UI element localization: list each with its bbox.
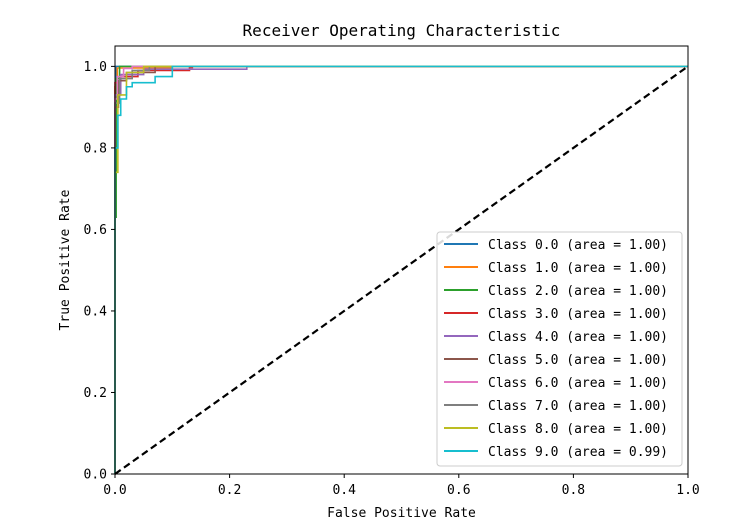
legend-label: Class 0.0 (area = 1.00) [488,238,668,253]
y-tick-label: 0.4 [84,304,108,319]
chance-diagonal-line [114,65,689,475]
y-axis-label: True Positive Rate [58,189,73,330]
x-tick-label: 0.2 [218,483,241,498]
legend-label: Class 4.0 (area = 1.00) [488,330,668,345]
y-ticks: 0.0 0.2 0.4 0.6 0.8 1.0 [84,60,115,483]
y-tick-label: 0.6 [84,223,107,238]
x-ticks: 0.0 0.2 0.4 0.6 0.8 1.0 [103,474,700,498]
legend-label: Class 6.0 (area = 1.00) [488,376,668,391]
legend-label: Class 3.0 (area = 1.00) [488,307,668,322]
x-tick-label: 0.4 [332,483,356,498]
chart-title: Receiver Operating Characteristic [243,21,561,40]
legend-label: Class 1.0 (area = 1.00) [488,261,668,276]
y-tick-label: 0.8 [84,141,107,156]
legend: Class 0.0 (area = 1.00) Class 1.0 (area =… [436,231,683,467]
legend-box [436,231,683,467]
y-tick-label: 0.2 [84,386,107,401]
series-layer [114,65,688,474]
series-line-6 [114,65,688,474]
diagonal-layer [114,65,689,475]
plot-frame [114,45,689,475]
x-tick-label: 0.6 [447,483,470,498]
x-axis-label: False Positive Rate [327,506,476,521]
x-tick-label: 1.0 [676,483,699,498]
y-tick-label: 1.0 [84,60,107,75]
series-line-7 [114,65,688,474]
y-tick-label: 0.0 [84,468,107,483]
legend-label: Class 2.0 (area = 1.00) [488,284,668,299]
legend-label: Class 8.0 (area = 1.00) [488,422,668,437]
series-line-9 [114,65,688,474]
x-tick-label: 0.8 [562,483,585,498]
legend-label: Class 7.0 (area = 1.00) [488,399,668,414]
legend-label: Class 9.0 (area = 0.99) [488,445,668,460]
x-tick-label: 0.0 [103,483,126,498]
legend-label: Class 5.0 (area = 1.00) [488,353,668,368]
